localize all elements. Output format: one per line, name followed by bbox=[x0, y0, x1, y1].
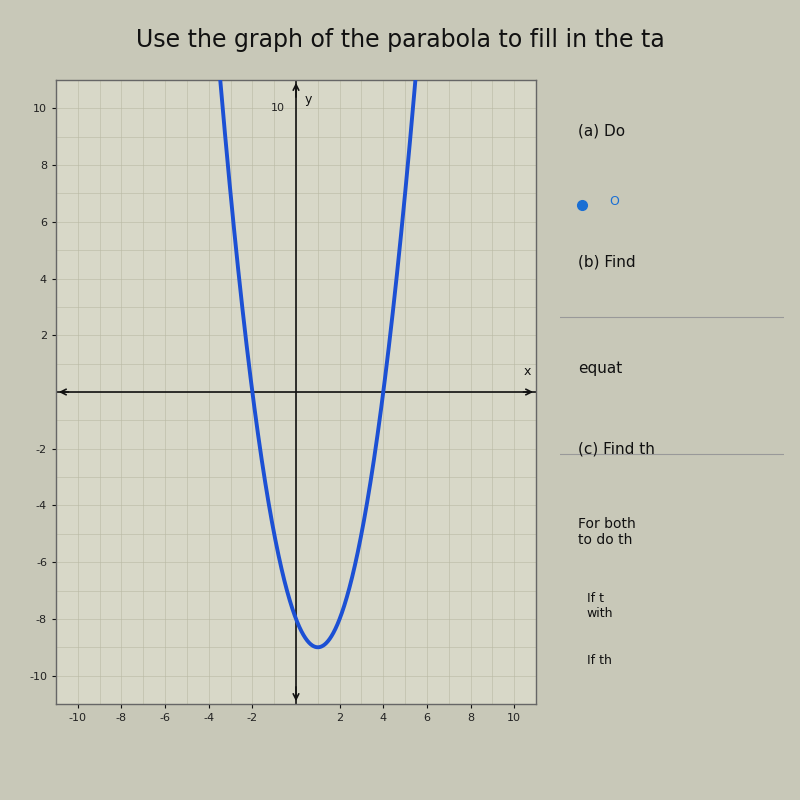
Text: 10: 10 bbox=[271, 103, 285, 114]
Text: equat: equat bbox=[578, 361, 622, 376]
Text: x: x bbox=[523, 365, 531, 378]
Text: (a) Do: (a) Do bbox=[578, 124, 625, 138]
Text: (c) Find th: (c) Find th bbox=[578, 442, 654, 457]
Text: Use the graph of the parabola to fill in the ta: Use the graph of the parabola to fill in… bbox=[136, 28, 664, 52]
Text: For both
to do th: For both to do th bbox=[578, 517, 636, 547]
Text: If t
with: If t with bbox=[587, 592, 614, 620]
Text: If th: If th bbox=[587, 654, 612, 667]
Text: O: O bbox=[610, 195, 619, 208]
Text: y: y bbox=[305, 94, 312, 106]
Text: (b) Find: (b) Find bbox=[578, 254, 635, 270]
